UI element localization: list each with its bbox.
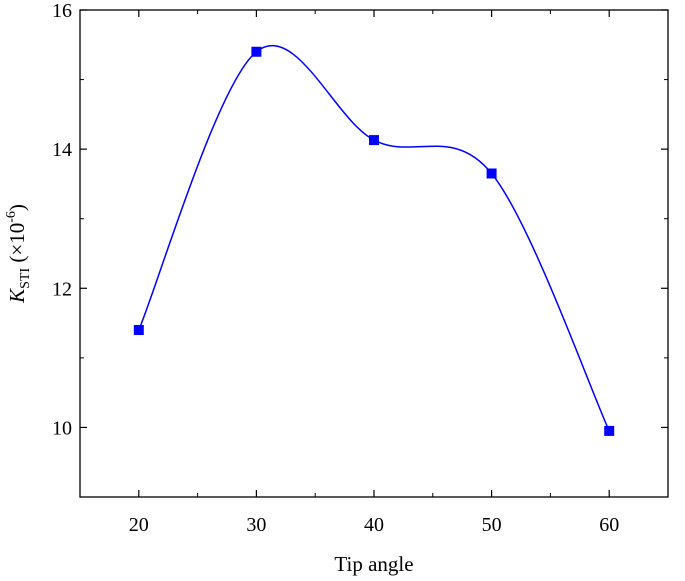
data-point [604,425,615,436]
data-point [133,325,144,336]
tick-labels: 20 30 40 50 60 10 12 14 16 [52,0,619,536]
x-tick-label: 50 [482,514,502,536]
x-tick-label: 60 [599,514,619,536]
data-point [486,168,497,179]
x-tick-label: 20 [129,514,149,536]
y-axis-label: KSTI (×10-6) [4,204,33,304]
y-axis-unit-suffix: ) [5,204,29,211]
data-point [251,46,262,57]
x-axis-label: Tip angle [334,552,413,576]
y-axis-subscript: STI [18,268,33,289]
y-axis-unit-exponent: -6 [4,211,19,223]
plot-border [79,9,669,498]
x-tick-label: 30 [246,514,266,536]
y-axis-symbol: K [5,288,29,304]
series-line [138,44,610,432]
y-tick-label: 10 [52,417,72,439]
y-tick-label: 12 [52,278,72,300]
x-tick-label: 40 [364,514,384,536]
y-tick-label: 14 [52,139,72,161]
series-layer [133,44,615,436]
y-axis-unit-prefix: (×10 [5,223,29,268]
plot-frame [79,9,669,498]
data-point [369,135,379,146]
axis-ticks [80,9,668,498]
y-tick-label: 16 [52,0,72,22]
